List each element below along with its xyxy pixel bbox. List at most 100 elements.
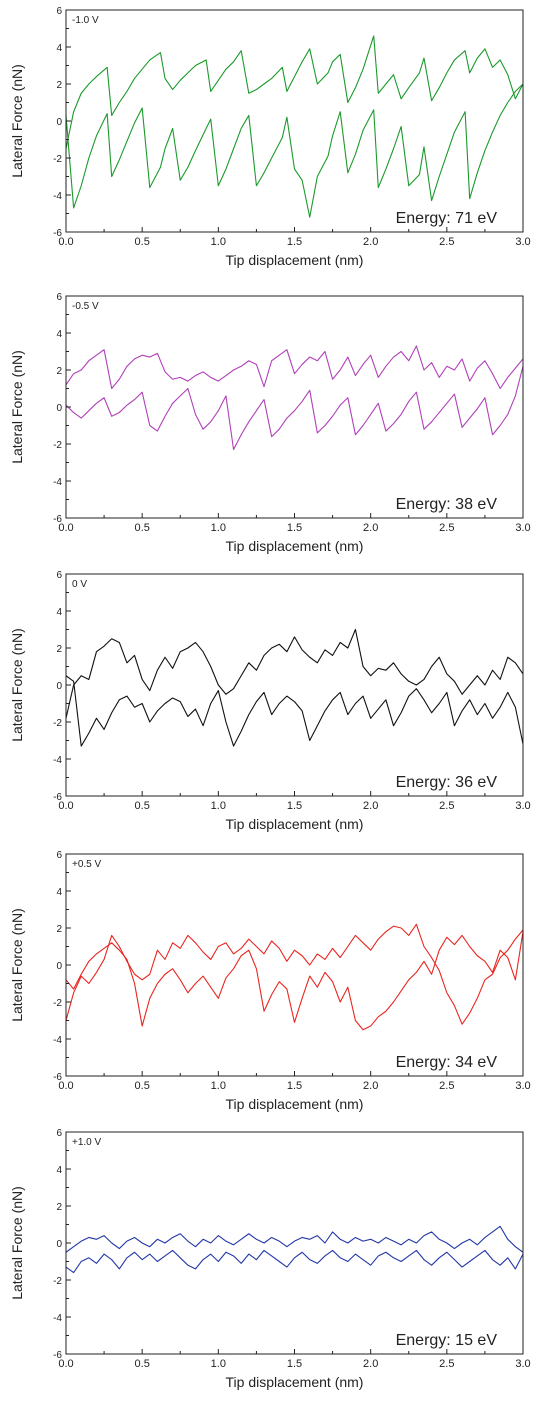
chart-svg: 0.0 0.5 1.0 1.5 2.0 2.5 3.0 -6 -4 -2 0 2 4 6 Tip displ… <box>9 850 531 1112</box>
y-tick-label: -6 <box>53 1350 62 1361</box>
series-line-1 <box>65 1225 524 1253</box>
y-tick-label: 6 <box>56 570 62 581</box>
y-tick-label: -2 <box>53 998 62 1009</box>
y-tick-label: -4 <box>53 755 62 766</box>
y-tick-label: -6 <box>53 228 62 239</box>
x-tick-label: 0.5 <box>135 236 150 248</box>
x-tick-label: 1.5 <box>287 522 302 534</box>
y-tick-label: -6 <box>53 792 62 803</box>
chart-svg: 0.0 0.5 1.0 1.5 2.0 2.5 3.0 -6 -4 -2 0 2 4 6 Tip displ… <box>9 292 531 554</box>
series-line-1 <box>65 345 524 390</box>
x-tick-label: 3.0 <box>515 522 530 534</box>
voltage-annotation: -1.0 V <box>72 15 99 26</box>
x-tick-label: 0.5 <box>135 800 150 812</box>
x-tick-label: 2.5 <box>439 800 454 812</box>
energy-annotation: Energy: 36 eV <box>396 774 498 791</box>
series-line-2 <box>65 931 524 1031</box>
y-tick-label: 2 <box>56 366 62 377</box>
y-tick-label: -2 <box>53 440 62 451</box>
x-tick-label: 1.0 <box>211 1358 226 1370</box>
voltage-annotation: -0.5 V <box>72 301 99 312</box>
x-tick-label: 0.0 <box>58 236 73 248</box>
x-tick-label: 1.5 <box>287 1080 302 1092</box>
x-tick-label: 3.0 <box>515 1080 530 1092</box>
plot-frame <box>65 9 524 233</box>
plot-frame <box>65 573 524 797</box>
y-tick-label: 2 <box>56 1202 62 1213</box>
y-tick-label: 0 <box>56 1239 62 1250</box>
x-tick-label: 0.0 <box>58 1080 73 1092</box>
x-tick-label: 3.0 <box>515 1358 530 1370</box>
x-tick-label: 0.0 <box>58 1358 73 1370</box>
x-axis-label: Tip displacement (nm) <box>226 816 364 832</box>
y-tick-label: -2 <box>53 718 62 729</box>
voltage-annotation: +0.5 V <box>72 859 102 870</box>
series-line-1 <box>65 923 524 1025</box>
voltage-annotation: 0 V <box>72 579 87 590</box>
x-tick-label: 2.0 <box>363 1080 378 1092</box>
y-axis-label: Lateral Force (nN) <box>9 1186 25 1300</box>
x-tick-label: 2.0 <box>363 800 378 812</box>
series-line-1 <box>65 35 524 149</box>
y-axis-label: Lateral Force (nN) <box>9 350 25 464</box>
x-tick-label: 1.0 <box>211 800 226 812</box>
energy-annotation: Energy: 34 eV <box>396 1054 498 1071</box>
x-tick-label: 2.5 <box>439 236 454 248</box>
energy-annotation: Energy: 15 eV <box>396 1332 498 1349</box>
y-tick-label: 4 <box>56 43 62 54</box>
x-tick-label: 2.0 <box>363 1358 378 1370</box>
y-tick-label: 4 <box>56 607 62 618</box>
y-tick-label: 2 <box>56 924 62 935</box>
y-tick-label: -4 <box>53 191 62 202</box>
x-tick-label: 1.0 <box>211 522 226 534</box>
chart-panel-4: 0.0 0.5 1.0 1.5 2.0 2.5 3.0 -6 -4 -2 0 2 4 6 Tip displ… <box>0 846 535 1124</box>
series-line-2 <box>65 675 524 747</box>
x-tick-label: 0.5 <box>135 1358 150 1370</box>
x-tick-label: 2.0 <box>363 522 378 534</box>
y-axis-label: Lateral Force (nN) <box>9 908 25 1022</box>
plot-frame <box>65 295 524 519</box>
y-tick-label: 4 <box>56 887 62 898</box>
y-tick-label: -6 <box>53 514 62 525</box>
chart-panel-1: 0.0 0.5 1.0 1.5 2.0 2.5 3.0 -6 -4 -2 0 2 4 6 Tip displ… <box>0 2 535 280</box>
y-tick-label: 0 <box>56 403 62 414</box>
chart-panel-2: 0.0 0.5 1.0 1.5 2.0 2.5 3.0 -6 -4 -2 0 2 4 6 Tip displ… <box>0 288 535 566</box>
y-tick-label: 0 <box>56 117 62 128</box>
voltage-annotation: +1.0 V <box>72 1137 102 1148</box>
x-tick-label: 0.0 <box>58 522 73 534</box>
y-tick-label: -6 <box>53 1072 62 1083</box>
chart-svg: 0.0 0.5 1.0 1.5 2.0 2.5 3.0 -6 -4 -2 0 2 4 6 Tip displ… <box>9 570 531 832</box>
y-tick-label: 6 <box>56 292 62 303</box>
x-tick-label: 3.0 <box>515 236 530 248</box>
x-tick-label: 2.5 <box>439 522 454 534</box>
y-tick-label: -4 <box>53 477 62 488</box>
chart-svg: 0.0 0.5 1.0 1.5 2.0 2.5 3.0 -6 -4 -2 0 2 4 6 Tip displ… <box>9 6 531 268</box>
x-axis-label: Tip displacement (nm) <box>226 1374 364 1390</box>
chart-panel-5: 0.0 0.5 1.0 1.5 2.0 2.5 3.0 -6 -4 -2 0 2 4 6 Tip displ… <box>0 1124 535 1402</box>
y-tick-label: 6 <box>56 850 62 861</box>
series-line-2 <box>65 1249 524 1274</box>
x-tick-label: 0.5 <box>135 522 150 534</box>
x-tick-label: 3.0 <box>515 800 530 812</box>
y-tick-label: 2 <box>56 644 62 655</box>
series-line-1 <box>65 628 524 719</box>
x-tick-label: 2.5 <box>439 1358 454 1370</box>
y-tick-label: 6 <box>56 1128 62 1139</box>
y-tick-label: 0 <box>56 961 62 972</box>
y-tick-label: -2 <box>53 154 62 165</box>
plot-frame <box>65 853 524 1077</box>
y-tick-label: -4 <box>53 1035 62 1046</box>
x-axis-label: Tip displacement (nm) <box>226 538 364 554</box>
energy-annotation: Energy: 38 eV <box>396 496 498 513</box>
x-tick-label: 0.5 <box>135 1080 150 1092</box>
x-axis-label: Tip displacement (nm) <box>226 252 364 268</box>
series-line-2 <box>65 366 524 451</box>
y-tick-label: 0 <box>56 681 62 692</box>
chart-panel-3: 0.0 0.5 1.0 1.5 2.0 2.5 3.0 -6 -4 -2 0 2 4 6 Tip displ… <box>0 566 535 844</box>
y-tick-label: -2 <box>53 1276 62 1287</box>
x-tick-label: 1.5 <box>287 236 302 248</box>
x-axis-label: Tip displacement (nm) <box>226 1096 364 1112</box>
y-tick-label: 6 <box>56 6 62 17</box>
plot-frame <box>65 1131 524 1355</box>
y-tick-label: 2 <box>56 80 62 91</box>
